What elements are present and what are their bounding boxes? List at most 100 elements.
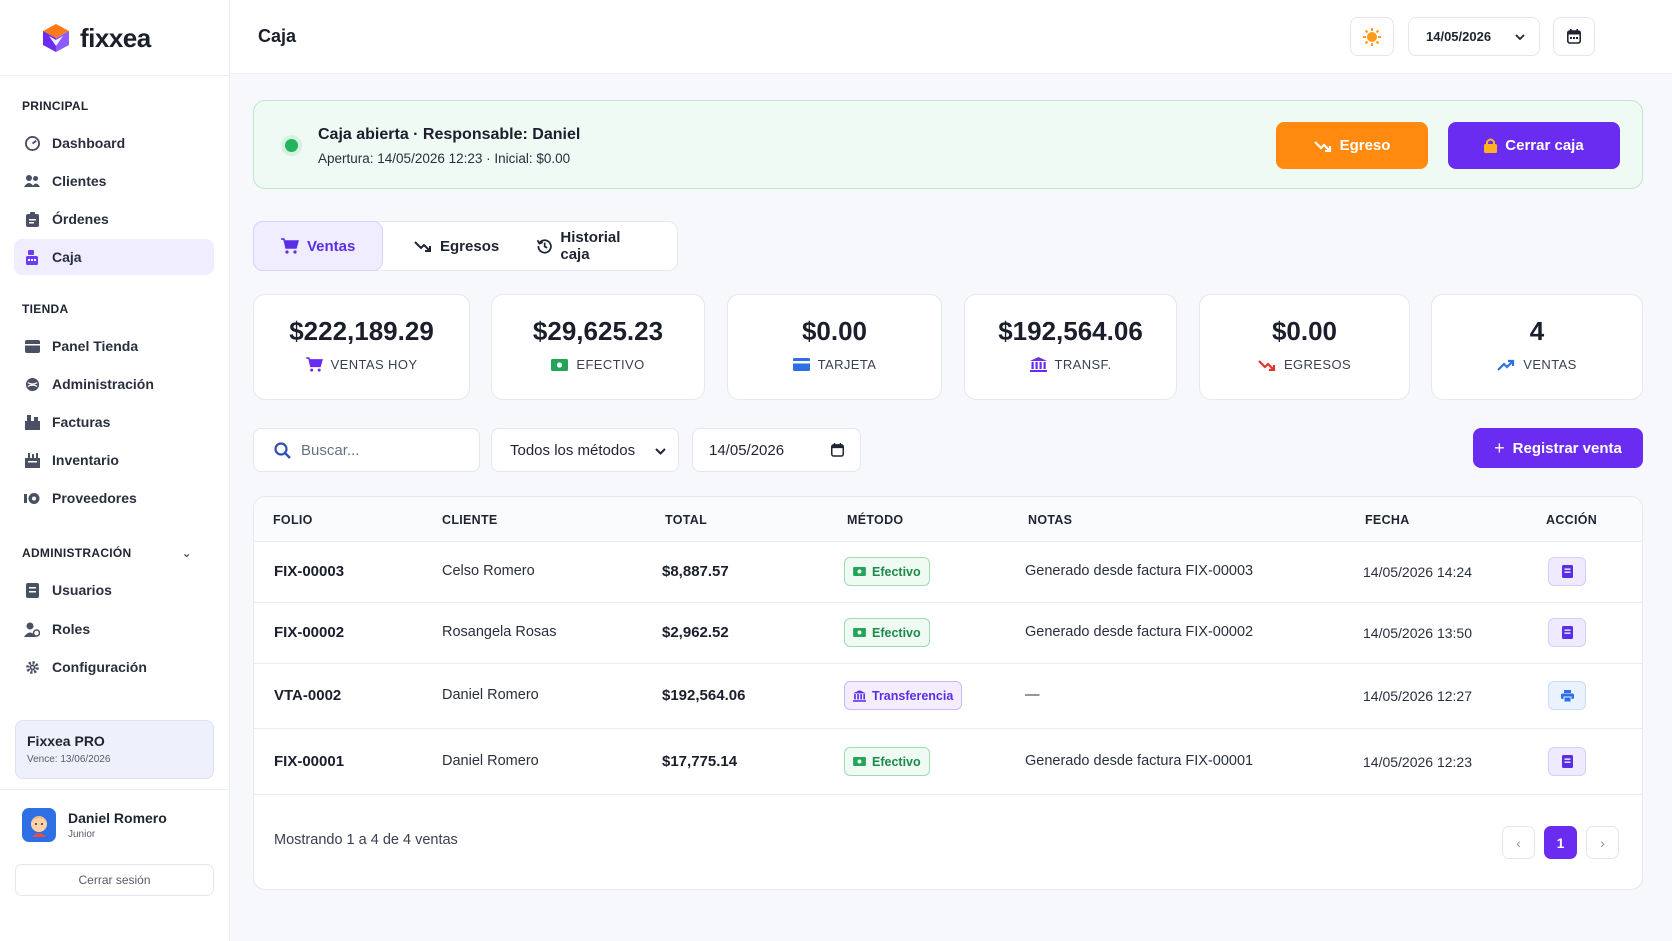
trend-down-icon [1258, 359, 1276, 371]
tab-historial-caja[interactable]: Historial caja [510, 221, 677, 271]
chevron-left-icon: ‹ [1516, 834, 1521, 851]
stat-label: TARJETA [817, 357, 877, 372]
cell-folio: FIX-00003 [274, 563, 345, 580]
column-header[interactable]: TOTAL [665, 513, 708, 527]
trend-up-icon [1497, 359, 1515, 371]
stat-label: EFECTIVO [576, 357, 645, 372]
stat-card-ventas: 4 VENTAS [1431, 294, 1643, 400]
tab-label: Egresos [440, 237, 500, 255]
cell-notas: Generado desde factura FIX-00002 [1025, 624, 1254, 640]
stat-card-transferencia: $192,564.06 TRANSF. [964, 294, 1177, 400]
plan-card[interactable]: Fixxea PRO Vence: 13/06/2026 [15, 720, 214, 779]
plan-title: Fixxea PRO [27, 733, 105, 749]
sidebar-item-usuarios[interactable]: Usuarios [14, 572, 214, 608]
payment-method-select[interactable]: Todos los métodos [491, 428, 679, 472]
stat-value: $222,189.29 [289, 316, 434, 346]
inventory-icon [24, 452, 40, 468]
cell-fecha: 14/05/2026 14:24 [1363, 564, 1472, 580]
stat-value: $192,564.06 [998, 316, 1143, 346]
stat-value: $0.00 [801, 316, 868, 346]
pagination-prev-button[interactable]: ‹ [1502, 826, 1535, 859]
sidebar-divider [0, 789, 230, 790]
theme-toggle-button[interactable] [1350, 17, 1394, 56]
view-invoice-button[interactable] [1548, 557, 1586, 586]
sidebar-item-inventario[interactable]: Inventario [14, 442, 214, 478]
roles-icon [24, 621, 40, 637]
cell-notas: — [1025, 687, 1040, 703]
calendar-icon [831, 443, 844, 457]
brand-logo[interactable]: fixxea [40, 22, 151, 54]
user-name: Daniel Romero [68, 810, 167, 826]
sidebar-item-facturas[interactable]: Facturas [14, 404, 214, 440]
print-button[interactable] [1548, 681, 1586, 710]
register-sale-button[interactable]: + Registrar venta [1473, 428, 1643, 468]
method-badge-label: Efectivo [872, 564, 921, 579]
section-title-principal: PRINCIPAL [22, 99, 89, 113]
column-header[interactable]: FECHA [1365, 513, 1410, 527]
method-badge-label: Efectivo [872, 754, 921, 769]
register-status-title: Caja abierta · Responsable: Daniel [318, 126, 581, 143]
stat-label: VENTAS HOY [330, 357, 418, 372]
date-filter-input[interactable]: 14/05/2026 [692, 428, 861, 472]
users-icon [24, 173, 40, 189]
invoice-icon [24, 414, 40, 430]
cell-cliente: Daniel Romero [442, 753, 539, 769]
trend-down-icon [414, 241, 431, 252]
sidebar-item-label: Caja [52, 249, 82, 265]
tab-ventas[interactable]: Ventas [253, 221, 384, 271]
sidebar-item-caja[interactable]: Caja [14, 239, 214, 275]
header-date-select[interactable]: 14/05/2026 [1408, 17, 1540, 56]
tab-egresos[interactable]: Egresos [387, 221, 526, 271]
sidebar-item-panel-tienda[interactable]: Panel Tienda [14, 328, 214, 364]
table-row[interactable]: FIX-00002 Rosangela Rosas $2,962.52 Efec… [254, 603, 1642, 664]
pagination-next-button[interactable]: › [1586, 826, 1619, 859]
close-register-button[interactable]: Cerrar caja [1448, 122, 1620, 169]
register-status-subtitle: Apertura: 14/05/2026 12:23 · Inicial: $0… [318, 151, 571, 166]
payment-method-value: Todos los métodos [510, 441, 636, 459]
column-header[interactable]: NOTAS [1028, 513, 1073, 527]
view-invoice-button[interactable] [1548, 747, 1586, 776]
dashboard-icon [24, 135, 40, 151]
stat-card-egresos: $0.00 EGRESOS [1199, 294, 1410, 400]
sidebar-item-label: Roles [52, 621, 91, 637]
sidebar-item-clientes[interactable]: Clientes [14, 163, 214, 199]
pagination-summary: Mostrando 1 a 4 de 4 ventas [274, 832, 458, 848]
column-header[interactable]: CLIENTE [442, 513, 498, 527]
table-row[interactable]: VTA-0002 Daniel Romero $192,564.06 Trans… [254, 664, 1642, 729]
section-title-administracion[interactable]: ADMINISTRACIÓN ⌄ [22, 546, 212, 560]
bank-icon [1029, 357, 1047, 372]
egreso-button[interactable]: Egreso [1276, 122, 1428, 169]
cell-total: $192,564.06 [662, 687, 746, 704]
invoice-icon [1561, 626, 1573, 639]
table-row[interactable]: FIX-00003 Celso Romero $8,887.57 Efectiv… [254, 542, 1642, 603]
sidebar-item-administracion[interactable]: Administración [14, 366, 214, 402]
sidebar-item-dashboard[interactable]: Dashboard [14, 125, 214, 161]
stat-card-efectivo: $29,625.23 EFECTIVO [491, 294, 705, 400]
method-badge-label: Transferencia [872, 688, 954, 703]
column-header[interactable]: FOLIO [273, 513, 313, 527]
sidebar-item-configuracion[interactable]: Configuración [14, 649, 214, 685]
cash-register-icon [24, 249, 40, 265]
cell-notas: Generado desde factura FIX-00003 [1025, 563, 1254, 579]
plan-expiry: Vence: 13/06/2026 [27, 754, 111, 765]
sidebar-item-roles[interactable]: Roles [14, 611, 214, 647]
view-invoice-button[interactable] [1548, 618, 1586, 647]
cell-fecha: 14/05/2026 12:23 [1363, 754, 1472, 770]
header-date-value: 14/05/2026 [1426, 29, 1492, 44]
sidebar-item-ordenes[interactable]: Órdenes [14, 201, 214, 237]
table-row[interactable]: FIX-00001 Daniel Romero $17,775.14 Efect… [254, 729, 1642, 795]
print-icon [1560, 689, 1574, 702]
topbar: Caja 14/05/2026 [231, 0, 1672, 74]
stat-label: VENTAS [1523, 357, 1577, 372]
sidebar-item-proveedores[interactable]: Proveedores [14, 480, 214, 516]
calendar-button[interactable] [1553, 17, 1595, 56]
date-filter-value: 14/05/2026 [709, 441, 785, 459]
logout-button[interactable]: Cerrar sesión [15, 864, 214, 896]
cell-fecha: 14/05/2026 12:27 [1363, 688, 1472, 704]
cell-cliente: Rosangela Rosas [442, 624, 557, 640]
invoice-icon [1561, 755, 1573, 768]
user-profile[interactable]: Daniel Romero Junior [22, 808, 167, 842]
column-header[interactable]: MÉTODO [847, 513, 904, 527]
search-input[interactable] [301, 441, 461, 459]
pagination-page-button[interactable]: 1 [1544, 826, 1577, 859]
